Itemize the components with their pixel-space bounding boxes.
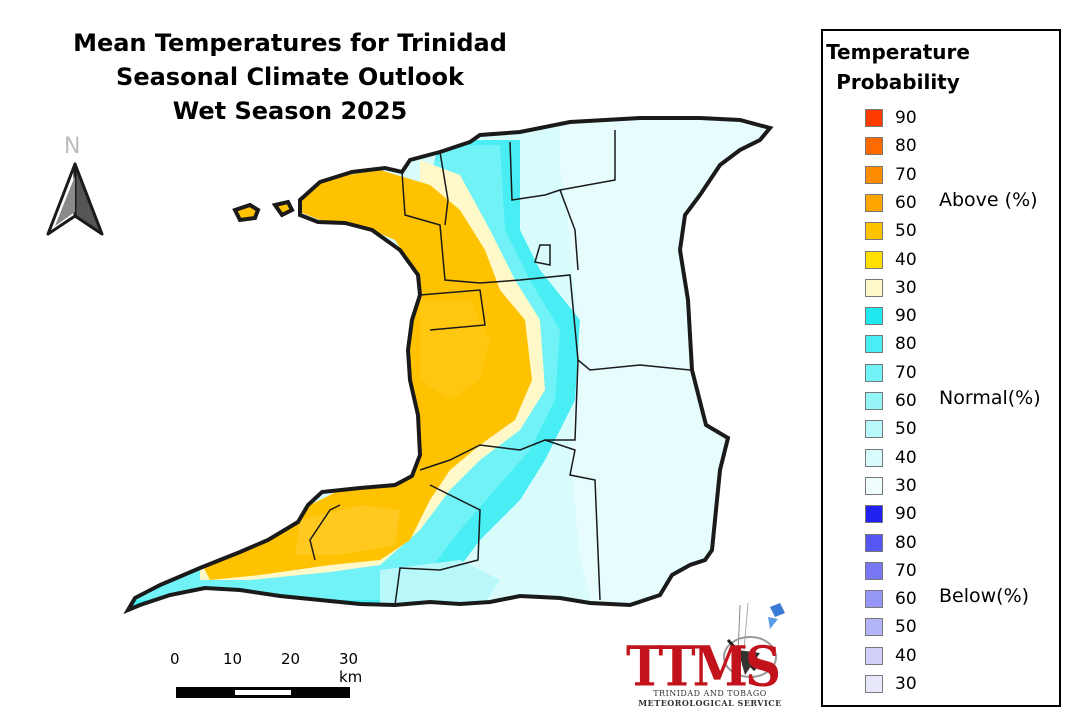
legend-swatch [865,193,883,212]
scale-bar-graphic [176,687,350,698]
legend-swatch [865,363,883,382]
legend-swatch [865,476,883,495]
legend-item-label: 60 [895,391,917,411]
legend-title-line-1: Temperature [826,40,970,64]
map-title: Mean Temperatures for Trinidad Seasonal … [40,26,540,128]
scale-tick-10: 10 [223,650,243,668]
legend-swatch [865,278,883,297]
legend-item-label: 90 [895,108,917,128]
logo-subtitle-2: METEOROLOGICAL SERVICE [638,698,782,708]
legend-swatch [865,618,883,637]
legend-item-label: 30 [895,475,917,496]
scale-bar: 0 10 20 30 km [165,650,365,705]
chacachacare-island [232,202,261,223]
legend-item-label: 60 [895,192,917,213]
legend-item-label: 90 [895,504,917,525]
legend-swatch [865,307,883,326]
legend-swatch [865,109,883,127]
legend-swatch [865,335,883,354]
legend-group-label: Normal(%) [939,387,1041,409]
legend-item-label: 80 [895,136,917,157]
title-line-1: Mean Temperatures for Trinidad [73,29,507,57]
legend-swatch [865,505,883,524]
legend-item-label: 30 [895,674,917,694]
legend-swatch [865,222,883,241]
legend-item-label: 50 [895,419,917,440]
title-line-3: Wet Season 2025 [172,97,408,125]
legend-item-label: 70 [895,164,917,185]
monos-island [271,199,295,218]
title-line-2: Seasonal Climate Outlook [116,63,464,91]
legend-swatch [865,533,883,552]
north-arrow-label: N [64,134,81,159]
legend-swatch [865,165,883,184]
legend-swatch [865,250,883,269]
logo-subtitle-1: TRINIDAD AND TOBAGO [653,689,767,698]
legend-item-label: 50 [895,221,917,242]
scale-tick-30: 30 km [339,650,363,686]
legend-swatch [865,675,883,693]
legend-item-label: 70 [895,560,917,581]
legend-group-label: Below(%) [939,585,1030,608]
legend-item-label: 70 [895,362,917,383]
legend: Temperature Probability 90 80 70 60 50 40 30 Ab… [821,29,1061,707]
north-arrow-icon [46,162,104,236]
legend-swatch [865,590,883,609]
scale-tick-20: 20 [281,650,301,668]
scale-tick-0: 0 [170,650,180,668]
legend-item-label: 40 [895,447,917,468]
legend-item-label: 90 [895,306,917,327]
ttms-logo-icon [723,602,785,678]
logo-name: TTMS [626,634,781,699]
legend-item-label: 60 [895,589,917,610]
legend-swatch [865,646,883,665]
legend-swatch [865,420,883,439]
legend-item-label: 40 [895,249,917,270]
county-boundaries [309,130,691,606]
legend-swatch [865,137,883,156]
trinidad-map [126,116,772,612]
legend-swatch [865,448,883,467]
legend-item-label: 30 [895,277,917,298]
legend-item-label: 50 [895,617,917,638]
legend-item-label: 40 [895,645,917,666]
legend-group-label: Above (%) [939,188,1038,211]
legend-item-label: 80 [895,334,917,355]
legend-swatch [865,561,883,580]
legend-item-label: 80 [895,532,917,553]
legend-swatch [865,392,883,410]
legend-title-line-2: Probability [836,70,960,94]
legend-title: Temperature Probability [823,37,973,97]
